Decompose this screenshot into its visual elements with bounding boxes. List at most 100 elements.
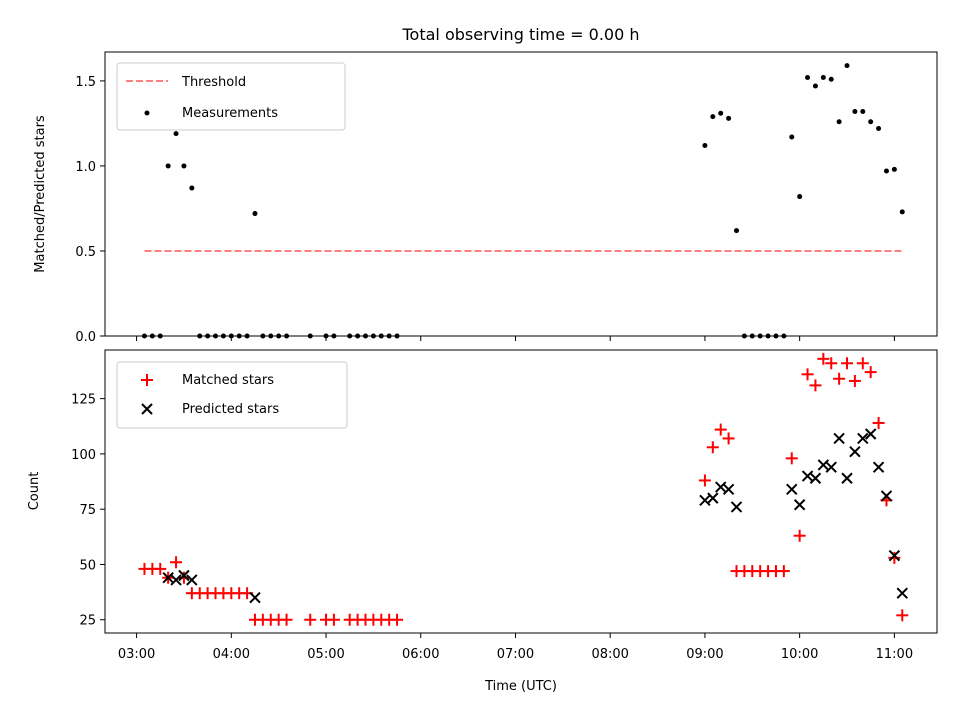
bottom-ytick-label: 125 (71, 393, 96, 408)
measurement-point (797, 194, 803, 200)
predicted-star-marker (833, 432, 845, 445)
measurement-point (891, 166, 897, 172)
predicted-star-marker (849, 445, 861, 458)
top-plot-frame (104, 51, 938, 337)
matched-star-marker (896, 609, 909, 622)
marker-stroke (825, 461, 837, 473)
bottom-legend-box (116, 361, 348, 429)
measurement-point (836, 119, 842, 125)
measurement-point (820, 75, 826, 81)
matched-star-marker (809, 379, 822, 392)
bottom-xtick-label: 04:00 (213, 647, 250, 662)
bottom-xtick-label: 06:00 (402, 647, 439, 662)
bottom-panel: 25 50 75 100 125 03:00 04:00 05:00 06:00 07:00 08:… (27, 349, 938, 694)
matched-star-marker (848, 374, 861, 387)
top-ytick-label: 1.5 (75, 75, 96, 90)
bottom-xlabel: Time (UTC) (484, 679, 557, 694)
matched-star-marker (722, 432, 735, 445)
marker-stroke (888, 549, 901, 562)
marker-stroke (170, 574, 182, 586)
measurement-point (733, 228, 739, 234)
matched-star-marker (785, 452, 798, 465)
predicted-star-marker (699, 494, 711, 507)
measurement-point (718, 110, 724, 116)
measurement-point (844, 63, 850, 69)
bottom-ytick-label: 100 (71, 448, 96, 463)
matched-star-marker (327, 613, 340, 626)
top-ticks: 0.0 0.5 1.0 1.5 (75, 75, 895, 345)
measurement-point (702, 143, 708, 149)
chart-title: Total observing time = 0.00 h (401, 25, 639, 44)
measurement-point (805, 75, 811, 81)
measurement-point (181, 163, 187, 169)
matched-star-marker (801, 368, 814, 381)
matched-star-marker (841, 357, 854, 370)
predicted-star-marker (817, 459, 830, 471)
top-legend: Threshold Measurements (116, 62, 346, 131)
marker-stroke (699, 494, 711, 507)
predicted-star-marker (715, 481, 727, 493)
legend-predicted-swatch (141, 403, 153, 415)
measurement-point (876, 126, 882, 132)
top-legend-box (116, 62, 346, 131)
marker-stroke (801, 470, 814, 482)
matched-star-marker (888, 551, 901, 564)
predicted-star-marker (178, 569, 190, 582)
bottom-ticks: 25 50 75 100 125 03:00 04:00 05:00 06:00 07:00 08:… (71, 393, 913, 662)
marker-stroke (186, 574, 198, 586)
marker-stroke (864, 428, 877, 440)
top-ytick-label: 1.0 (75, 160, 96, 175)
bottom-xtick-label: 05:00 (307, 647, 344, 662)
legend-threshold-label: Threshold (181, 75, 246, 90)
measurement-point (165, 163, 171, 169)
predicted-star-marker (186, 574, 198, 586)
marker-stroke (817, 459, 830, 471)
predicted-star-marker (872, 461, 885, 473)
marker-stroke (178, 569, 190, 582)
predicted-star-marker (801, 470, 814, 482)
matched-star-marker (170, 556, 183, 569)
matched-star-marker (793, 529, 806, 542)
marker-stroke (249, 591, 261, 604)
bottom-ytick-label: 25 (79, 614, 96, 629)
marker-stroke (730, 501, 743, 513)
predicted-star-marker (888, 549, 901, 562)
bottom-xtick-label: 07:00 (497, 647, 534, 662)
marker-stroke (793, 499, 806, 511)
predicted-star-marker (880, 490, 893, 502)
bottom-legend: Matched stars Predicted stars (116, 361, 348, 429)
marker-stroke (880, 490, 893, 502)
measurement-point (852, 109, 858, 115)
marker-stroke (872, 461, 885, 473)
predicted-star-marker (841, 472, 853, 484)
matched-star-marker (706, 441, 719, 454)
bottom-xtick-label: 11:00 (876, 647, 913, 662)
legend-matched-swatch (141, 374, 153, 386)
marker-stroke (833, 432, 845, 445)
matched-star-marker (817, 352, 830, 365)
predicted-star-marker (730, 501, 743, 513)
bottom-xtick-label: 09:00 (686, 647, 723, 662)
predicted-star-marker (249, 591, 261, 604)
bottom-xtick-label: 10:00 (781, 647, 818, 662)
marker-stroke (722, 483, 735, 495)
matched-star-marker (154, 562, 167, 575)
matched-star-marker (856, 357, 869, 370)
bottom-ytick-label: 75 (79, 503, 96, 518)
predicted-star-marker (857, 432, 869, 445)
bottom-xtick-label: 08:00 (591, 647, 628, 662)
predicted-star-marker (896, 587, 908, 599)
measurement-point (710, 114, 716, 120)
top-ytick-label: 0.5 (75, 245, 96, 260)
measurement-point (252, 211, 258, 217)
measurement-point (899, 209, 905, 215)
matched-star-marker (177, 571, 190, 584)
predicted-star-marker (793, 499, 806, 511)
measurement-point (726, 115, 732, 121)
bottom-plot-frame (104, 349, 938, 634)
marker-stroke (715, 481, 727, 493)
top-ytick-label: 0.0 (75, 330, 96, 345)
matched-star-marker (714, 423, 727, 436)
bottom-xtick-label: 03:00 (118, 647, 155, 662)
